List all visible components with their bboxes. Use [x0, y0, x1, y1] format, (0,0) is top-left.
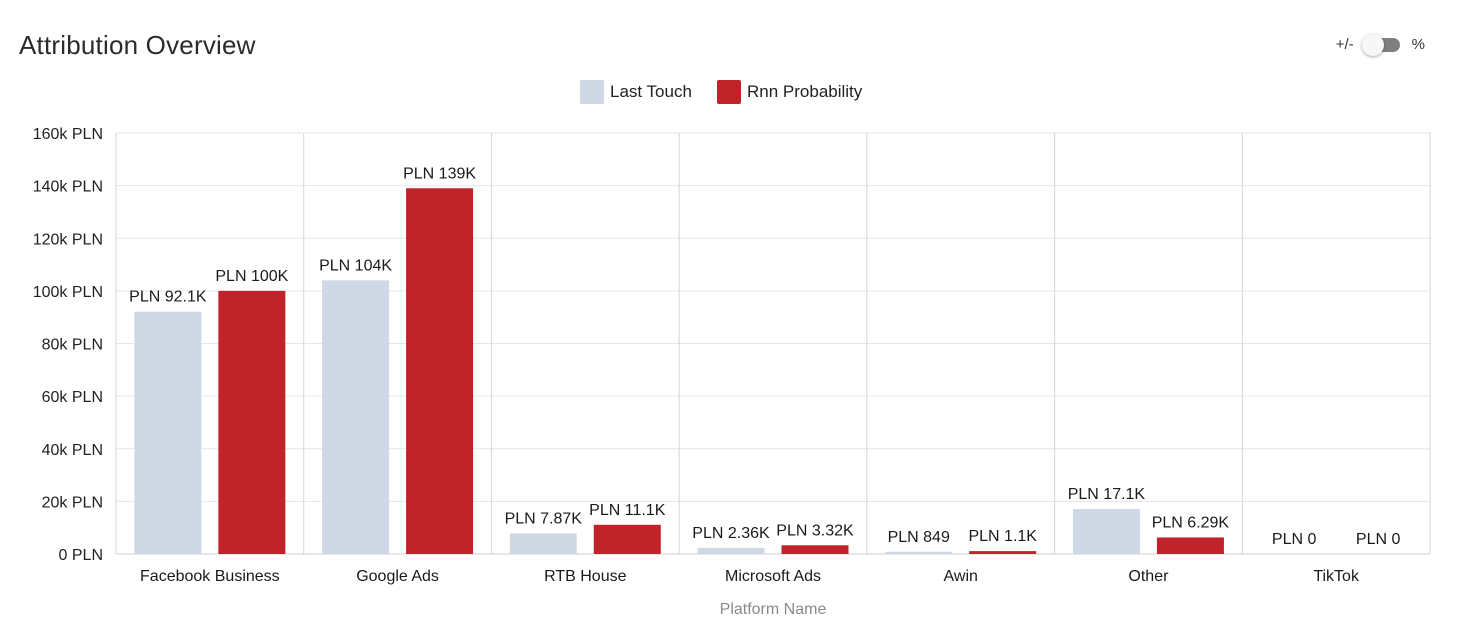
x-axis-title: Platform Name — [720, 601, 827, 618]
x-tick-label: Awin — [944, 568, 978, 585]
bar-data-label: PLN 0 — [1272, 531, 1317, 548]
x-tick-label: RTB House — [544, 568, 627, 585]
last-touch-bar[interactable] — [322, 280, 390, 554]
bar-data-label: PLN 17.1K — [1068, 486, 1146, 503]
rnn-probability-bar[interactable] — [1156, 537, 1224, 554]
chart-legend: Last Touch Rnn Probability — [580, 80, 863, 104]
chart-gridlines — [115, 132, 1431, 555]
x-tick-label: Other — [1128, 568, 1169, 585]
y-tick-label: 160k PLN — [33, 126, 103, 143]
absolute-percent-toggle-group: +/- % — [1330, 33, 1431, 56]
page-title: Attribution Overview — [19, 30, 256, 60]
chart-bars: PLN 92.1K PLN 100K PLN 104K PLN 139K PLN 7.8… — [129, 165, 1400, 554]
y-tick-label: 100k PLN — [33, 284, 103, 301]
bar-data-label: PLN 7.87K — [505, 510, 583, 527]
bar-data-label: PLN 11.1K — [589, 502, 666, 519]
bar-data-label: PLN 139K — [403, 165, 476, 182]
rnn-probability-bar[interactable] — [969, 551, 1037, 554]
last-touch-bar[interactable] — [509, 533, 577, 554]
last-touch-bar[interactable] — [134, 311, 202, 554]
bar-data-label: PLN 3.32K — [776, 522, 854, 539]
bar-data-label: PLN 849 — [888, 529, 950, 546]
bar-data-label: PLN 1.1K — [968, 528, 1037, 545]
x-axis: Facebook Business Google Ads RTB House Micr… — [140, 568, 1360, 618]
x-tick-label: Facebook Business — [140, 568, 280, 585]
rnn-probability-bar[interactable] — [406, 188, 474, 554]
legend-label: Last Touch — [610, 82, 692, 101]
y-tick-label: 80k PLN — [42, 337, 103, 354]
x-tick-label: Google Ads — [356, 568, 439, 585]
percent-toggle-label: % — [1411, 36, 1425, 53]
bar-data-label: PLN 100K — [215, 268, 288, 285]
last-touch-bar[interactable] — [697, 547, 765, 554]
x-tick-label: TikTok — [1313, 568, 1360, 585]
y-tick-label: 120k PLN — [33, 231, 103, 248]
y-tick-label: 0 PLN — [59, 547, 103, 564]
rnn-probability-bar[interactable] — [218, 290, 286, 554]
bar-data-label: PLN 92.1K — [129, 289, 207, 306]
bar-data-label: PLN 0 — [1356, 531, 1401, 548]
y-tick-label: 60k PLN — [42, 389, 103, 406]
toggle-knob[interactable] — [1361, 33, 1384, 56]
y-tick-label: 40k PLN — [42, 442, 103, 459]
absolute-toggle-label: +/- — [1335, 36, 1354, 53]
legend-item-rnn-probability[interactable]: Rnn Probability — [717, 80, 863, 104]
last-touch-bar[interactable] — [1072, 509, 1140, 554]
legend-swatch — [717, 80, 741, 104]
rnn-probability-bar[interactable] — [593, 524, 661, 554]
y-axis: 0 PLN 20k PLN 40k PLN 60k PLN 80k PLN 100k PL… — [33, 126, 103, 564]
legend-label: Rnn Probability — [747, 82, 863, 101]
rnn-probability-bar[interactable] — [781, 545, 849, 554]
percent-toggle-switch[interactable] — [1361, 33, 1400, 56]
y-tick-label: 20k PLN — [42, 494, 103, 511]
legend-item-last-touch[interactable]: Last Touch — [580, 80, 692, 104]
x-tick-label: Microsoft Ads — [725, 568, 821, 585]
y-tick-label: 140k PLN — [33, 179, 103, 196]
bar-data-label: PLN 2.36K — [692, 525, 770, 542]
legend-swatch — [580, 80, 604, 104]
last-touch-bar[interactable] — [885, 551, 953, 554]
bar-data-label: PLN 6.29K — [1152, 514, 1230, 531]
bar-data-label: PLN 104K — [319, 257, 392, 274]
